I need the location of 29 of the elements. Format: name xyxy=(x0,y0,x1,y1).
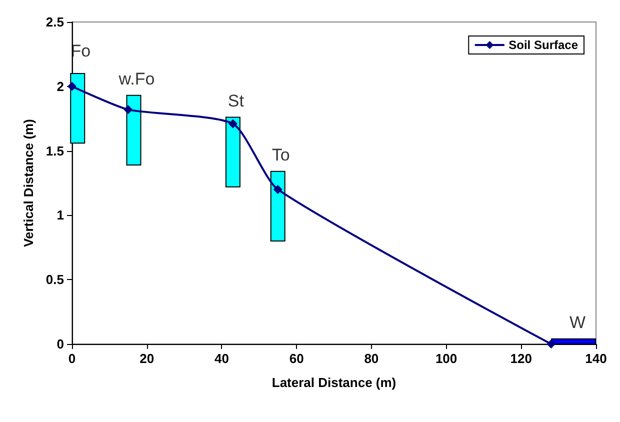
y-tick-label: 0 xyxy=(56,336,64,352)
x-axis-title: Lateral Distance (m) xyxy=(272,375,396,390)
point xyxy=(228,119,238,128)
x-tick-label: 80 xyxy=(364,351,379,366)
legend-label: Soil Surface xyxy=(508,38,578,52)
point xyxy=(273,184,282,194)
y-tick-label: 1.5 xyxy=(46,143,64,158)
point xyxy=(124,105,133,114)
bar xyxy=(126,94,142,166)
bar xyxy=(270,170,286,242)
x-tick-label: 60 xyxy=(289,351,304,366)
y-tick-label: 1 xyxy=(56,208,64,223)
annotation: St xyxy=(228,91,244,110)
point xyxy=(68,82,76,91)
y-tick-label: 2 xyxy=(56,78,64,94)
annotation: w.Fo xyxy=(118,69,155,88)
y-tick-label: 0.5 xyxy=(46,272,64,288)
bar xyxy=(225,116,240,188)
x-tick-label: 120 xyxy=(510,351,532,366)
x-tick-label: 0 xyxy=(68,351,76,366)
x-tick-label: 100 xyxy=(435,351,458,366)
point xyxy=(546,340,556,348)
x-tick-label: 20 xyxy=(140,351,154,366)
y-tick-label: 2.5 xyxy=(46,14,64,30)
annotation: W xyxy=(570,312,586,332)
annotation: To xyxy=(272,145,290,164)
y-axis-title: Vertical Distance (m) xyxy=(21,119,36,247)
x-tick-label: 40 xyxy=(214,351,229,366)
x-tick-label: 140 xyxy=(585,351,607,366)
